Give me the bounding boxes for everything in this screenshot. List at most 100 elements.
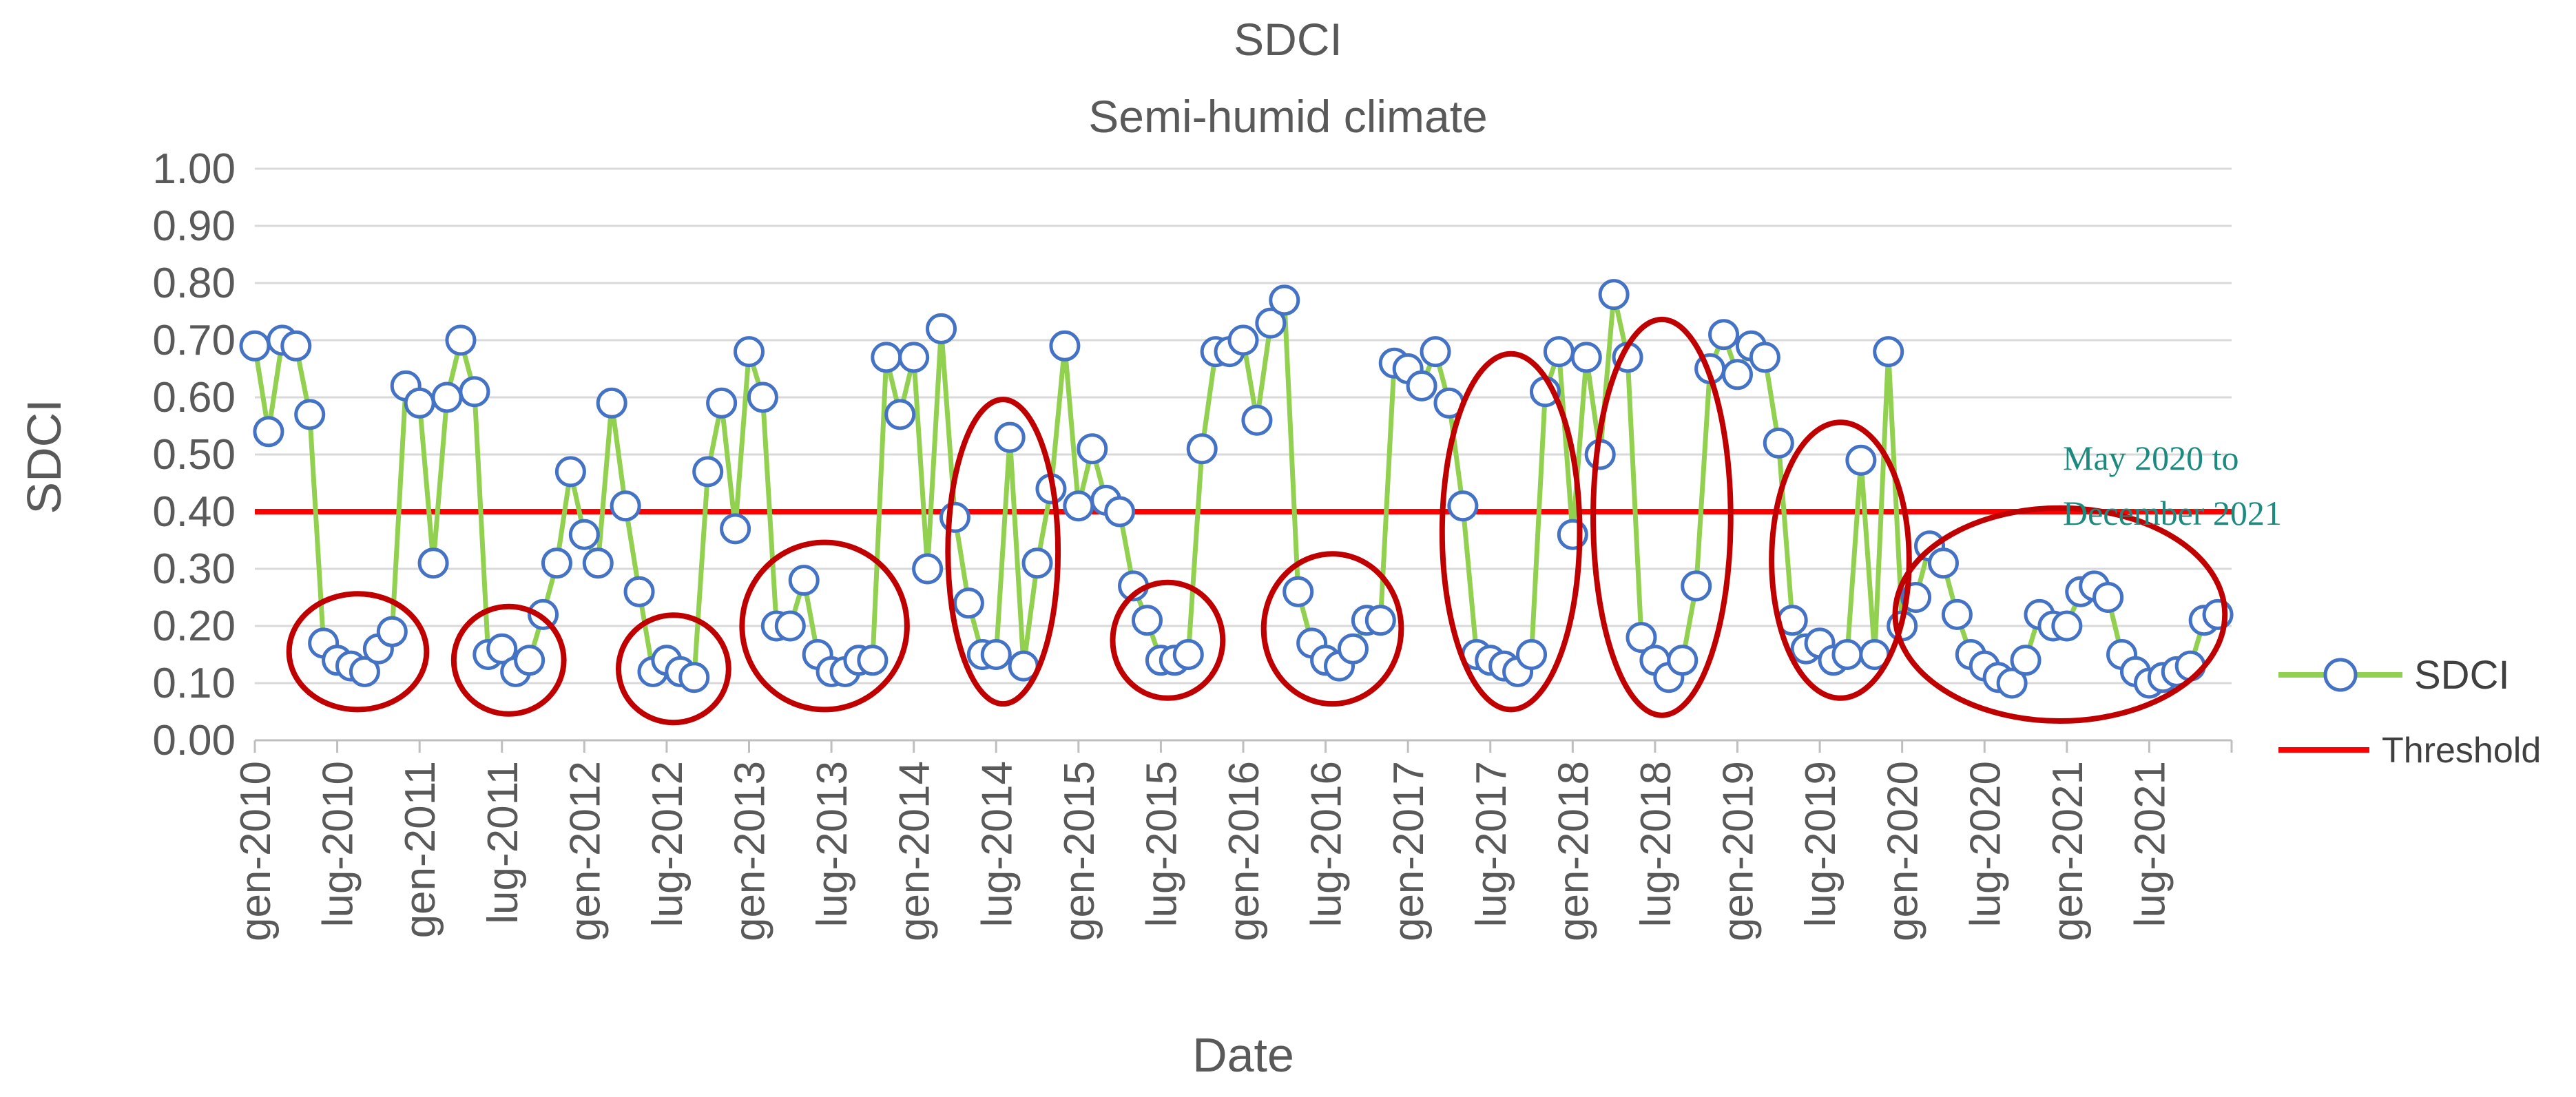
sdci-point (1667, 645, 1699, 676)
x-tick-label: lug-2021 (2126, 761, 2174, 927)
x-tick-label: gen-2010 (232, 761, 280, 941)
sdci-point (1996, 667, 2028, 699)
x-tick-label: lug-2015 (1138, 761, 1185, 927)
sdci-point (1186, 433, 1218, 465)
x-tick-label: lug-2017 (1468, 761, 1515, 927)
sdci-point (623, 576, 655, 607)
x-tick-label: gen-2021 (2044, 761, 2092, 941)
x-tick-label: gen-2018 (1550, 761, 1597, 941)
sdci-point (541, 547, 572, 579)
sdci-point (431, 382, 463, 413)
y-tick-label: 0.60 (152, 374, 236, 421)
sdci-point (554, 456, 586, 488)
x-tick-label: gen-2017 (1385, 761, 1433, 941)
y-tick-label: 0.80 (152, 260, 236, 307)
gridlines (253, 167, 2233, 753)
sdci-point (884, 399, 916, 430)
sdci-point (1763, 427, 1794, 459)
sdci-point (994, 421, 1026, 453)
sdci-point (1447, 490, 1479, 522)
x-tick-label: lug-2019 (1797, 761, 1845, 927)
annotation-line-2: December 2021 (2063, 494, 2282, 532)
sdci-point (1708, 319, 1740, 351)
x-tick-label: lug-2018 (1632, 761, 1680, 927)
sdci-point (417, 547, 449, 579)
sdci-point (1681, 570, 1712, 602)
x-tick-label: gen-2011 (397, 761, 444, 938)
sdci-point (1227, 324, 1259, 356)
x-tick-label: lug-2013 (809, 761, 856, 927)
sdci-point (349, 656, 380, 687)
sdci-point (1364, 605, 1396, 636)
sdci-point (939, 501, 970, 533)
sdci-point (1845, 444, 1877, 476)
sdci-point (514, 645, 546, 676)
y-tick-label: 0.10 (152, 660, 236, 707)
sdci-point (980, 639, 1012, 670)
x-tick-label: lug-2010 (315, 761, 362, 927)
sdci-point (1927, 547, 1959, 579)
x-tick-label: lug-2016 (1303, 761, 1351, 927)
sdci-point (459, 376, 490, 408)
x-axis-title: Date (1192, 1028, 1294, 1082)
sdci-point (404, 387, 435, 419)
chart-title: SDCI (1234, 14, 1342, 65)
highlight-ellipses (286, 316, 2228, 726)
highlight-ellipse (739, 539, 910, 713)
legend: SDCI Threshold (2278, 653, 2541, 771)
highlight-ellipse (1590, 316, 1734, 718)
sdci-point (1598, 279, 1630, 311)
sdci-point (1063, 490, 1094, 522)
x-tick-label: gen-2015 (1056, 761, 1103, 941)
sdci-point (1049, 330, 1081, 362)
y-tick-label: 0.30 (152, 545, 236, 593)
sdci-point (1104, 496, 1136, 527)
highlight-ellipse (1439, 351, 1583, 713)
sdci-point (1722, 359, 1753, 390)
sdci-point (1516, 639, 1548, 670)
x-tick-label: lug-2020 (1962, 761, 2009, 927)
highlight-ellipse (1892, 505, 2228, 724)
x-tick-labels: gen-2010 lug-2010 gen-2011 lug-2011 gen-2012… (232, 761, 2174, 941)
sdci-point (912, 553, 944, 585)
sdci-point (953, 587, 984, 619)
sdci-point (734, 336, 765, 368)
legend-sdci-label: SDCI (2414, 653, 2510, 698)
highlight-ellipse (1260, 551, 1404, 707)
x-tick-label: gen-2019 (1715, 761, 1763, 941)
sdci-point (926, 313, 957, 344)
legend-sdci-marker (2323, 658, 2358, 692)
sdci-point (2092, 582, 2124, 613)
x-tick-label: gen-2020 (1880, 761, 1927, 941)
sdci-point (1625, 622, 1657, 654)
chart-subtitle: Semi-humid climate (1088, 91, 1488, 142)
sdci-point (486, 633, 518, 665)
y-tick-label: 0.40 (152, 488, 236, 536)
y-tick-label: 0.20 (152, 603, 236, 650)
sdci-point (280, 330, 312, 362)
sdci-point (692, 456, 724, 488)
sdci-point (871, 342, 902, 373)
sdci-point (582, 547, 614, 579)
sdci-point (720, 513, 751, 545)
sdci-point (239, 330, 271, 362)
sdci-point (1131, 605, 1163, 636)
sdci-point (678, 662, 710, 693)
sdci-point (1873, 336, 1904, 368)
sdci-point (788, 565, 820, 596)
y-tick-label: 0.70 (152, 317, 236, 364)
sdci-point (1077, 433, 1108, 465)
y-tick-label: 0.50 (152, 431, 236, 479)
y-tick-label: 0.00 (152, 717, 236, 764)
sdci-point (2051, 610, 2083, 642)
y-tick-labels: 0.00 0.10 0.20 0.30 0.40 0.50 0.60 0.70 0.80 0.90… (152, 145, 236, 764)
sdci-point (1172, 639, 1204, 670)
x-tick-label: gen-2012 (561, 761, 609, 941)
annotation-line-1: May 2020 to (2063, 439, 2239, 477)
y-tick-label: 1.00 (152, 145, 236, 193)
sdci-point (1241, 404, 1273, 436)
sdci-point (1269, 284, 1300, 316)
x-tick-label: lug-2011 (479, 761, 527, 924)
sdci-point (1021, 547, 1053, 579)
